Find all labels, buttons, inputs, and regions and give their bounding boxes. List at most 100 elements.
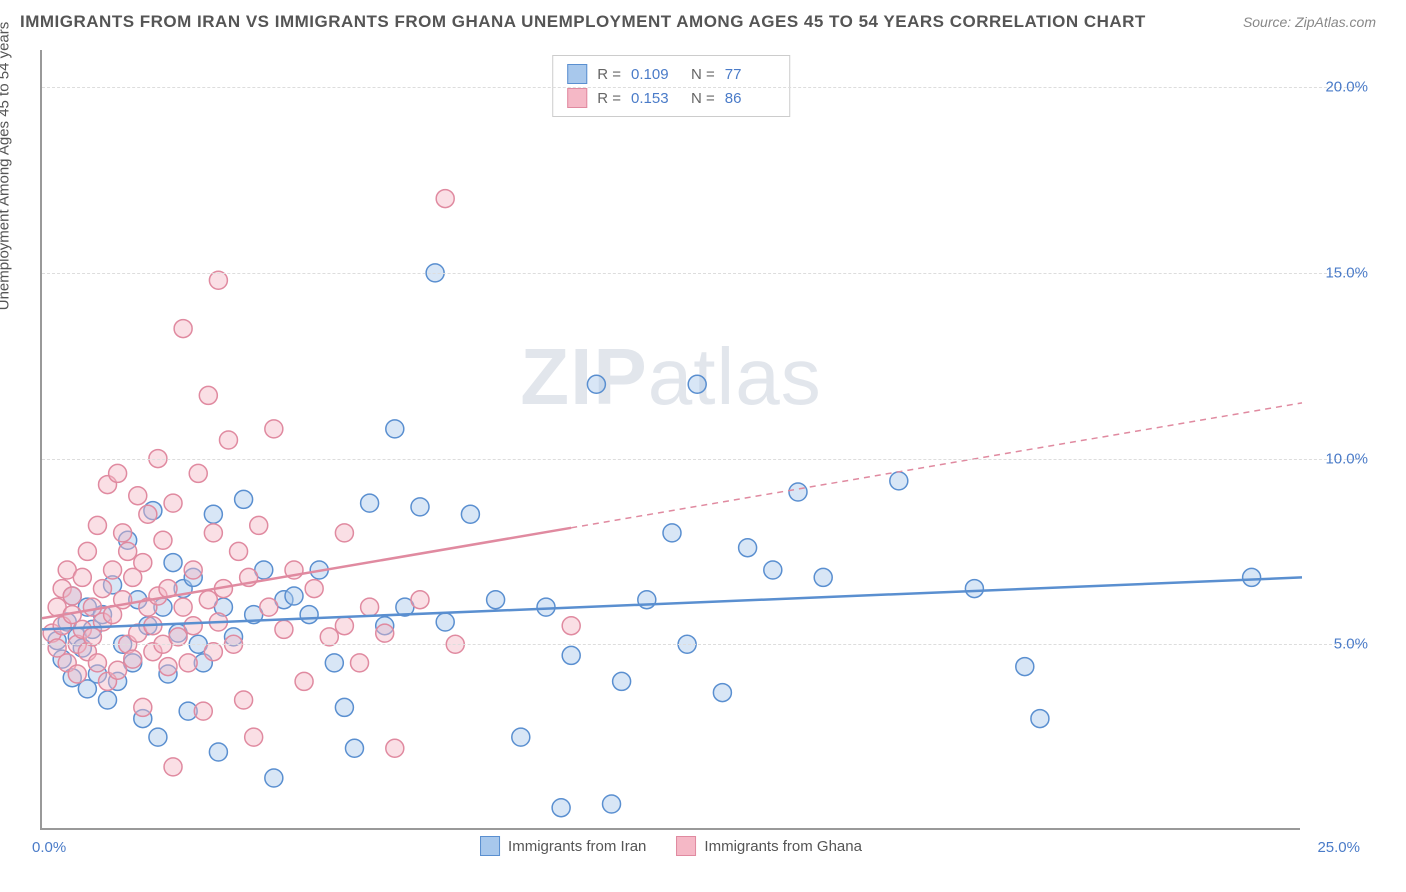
data-point xyxy=(351,654,369,672)
stats-row: R = 0.109 N = 77 xyxy=(567,62,775,86)
data-point xyxy=(552,799,570,817)
y-tick-label: 10.0% xyxy=(1325,450,1368,467)
grid-line xyxy=(42,644,1362,645)
data-point xyxy=(184,561,202,579)
data-point xyxy=(149,728,167,746)
legend-swatch xyxy=(676,836,696,856)
data-point xyxy=(688,375,706,393)
data-point xyxy=(159,658,177,676)
series-swatch xyxy=(567,88,587,108)
x-tick-label: 0.0% xyxy=(32,839,66,856)
data-point xyxy=(562,617,580,635)
data-point xyxy=(663,524,681,542)
x-tick-label: 25.0% xyxy=(1317,839,1360,856)
data-point xyxy=(250,516,268,534)
data-point xyxy=(114,524,132,542)
source-attribution: Source: ZipAtlas.com xyxy=(1243,14,1376,30)
data-point xyxy=(1031,710,1049,728)
data-point xyxy=(285,587,303,605)
data-point xyxy=(320,628,338,646)
grid-line xyxy=(42,273,1362,274)
data-point xyxy=(295,672,313,690)
data-point xyxy=(109,661,127,679)
data-point xyxy=(713,684,731,702)
series-swatch xyxy=(567,64,587,84)
data-point xyxy=(275,620,293,638)
n-value: 86 xyxy=(725,90,775,107)
data-point xyxy=(487,591,505,609)
data-point xyxy=(209,743,227,761)
data-point xyxy=(124,650,142,668)
legend-item: Immigrants from Ghana xyxy=(676,836,862,856)
data-point xyxy=(436,613,454,631)
n-label: N = xyxy=(691,90,715,107)
data-point xyxy=(230,542,248,560)
data-point xyxy=(1243,568,1261,586)
data-point xyxy=(134,554,152,572)
data-point xyxy=(376,624,394,642)
data-point xyxy=(305,580,323,598)
data-point xyxy=(164,758,182,776)
data-point xyxy=(386,420,404,438)
data-point xyxy=(134,698,152,716)
data-point xyxy=(345,739,363,757)
grid-line xyxy=(42,87,1362,88)
y-tick-label: 5.0% xyxy=(1334,636,1368,653)
legend-label: Immigrants from Ghana xyxy=(704,838,862,855)
y-tick-label: 15.0% xyxy=(1325,264,1368,281)
data-point xyxy=(199,386,217,404)
stats-row: R =0.153N =86 xyxy=(567,86,775,110)
r-label: R = xyxy=(597,66,621,83)
data-point xyxy=(68,665,86,683)
data-point xyxy=(789,483,807,501)
data-point xyxy=(461,505,479,523)
data-point xyxy=(174,320,192,338)
data-point xyxy=(194,702,212,720)
data-point xyxy=(109,464,127,482)
legend-swatch xyxy=(480,836,500,856)
chart-container: IMMIGRANTS FROM IRAN VS IMMIGRANTS FROM … xyxy=(0,0,1406,892)
data-point xyxy=(245,728,263,746)
data-point xyxy=(88,516,106,534)
trend-line-dashed xyxy=(571,403,1302,528)
data-point xyxy=(164,494,182,512)
data-point xyxy=(260,598,278,616)
data-point xyxy=(104,561,122,579)
data-point xyxy=(184,617,202,635)
data-point xyxy=(361,598,379,616)
data-point xyxy=(78,542,96,560)
data-point xyxy=(764,561,782,579)
data-point xyxy=(265,769,283,787)
data-point xyxy=(219,431,237,449)
data-point xyxy=(73,568,91,586)
n-value: 77 xyxy=(725,66,775,83)
data-point xyxy=(99,691,117,709)
data-point xyxy=(93,580,111,598)
r-value: 0.153 xyxy=(631,90,681,107)
data-point xyxy=(204,524,222,542)
n-label: N = xyxy=(691,66,715,83)
data-point xyxy=(154,531,172,549)
data-point xyxy=(411,591,429,609)
data-point xyxy=(265,420,283,438)
data-point xyxy=(119,542,137,560)
data-point xyxy=(562,646,580,664)
data-point xyxy=(164,554,182,572)
plot-area: ZIPatlas R =0.109N =77R =0.153N =86 Immi… xyxy=(40,50,1300,830)
data-point xyxy=(638,591,656,609)
data-point xyxy=(335,524,353,542)
data-point xyxy=(235,490,253,508)
data-point xyxy=(613,672,631,690)
data-point xyxy=(174,598,192,616)
legend-label: Immigrants from Iran xyxy=(508,838,646,855)
data-point xyxy=(814,568,832,586)
data-point xyxy=(204,643,222,661)
data-point xyxy=(512,728,530,746)
chart-title: IMMIGRANTS FROM IRAN VS IMMIGRANTS FROM … xyxy=(20,12,1146,32)
data-point xyxy=(1016,658,1034,676)
correlation-stats-box: R = 0.109 N = 77R = 0.153 N = 86 xyxy=(552,55,790,117)
grid-line xyxy=(42,459,1362,460)
data-point xyxy=(204,505,222,523)
data-point xyxy=(325,654,343,672)
r-value: 0.109 xyxy=(631,66,681,83)
